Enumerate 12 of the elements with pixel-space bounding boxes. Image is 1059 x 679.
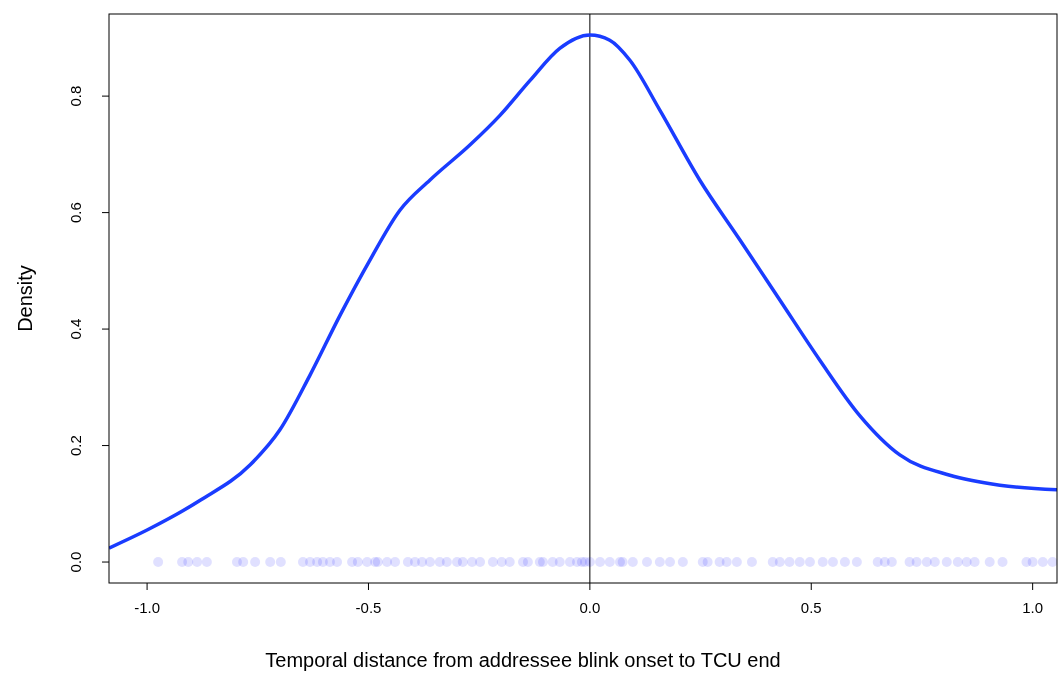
y-tick-label: 0.8 [67,85,84,107]
y-tick-label: 0.4 [67,318,84,340]
y-tick-label: 0.2 [67,435,84,456]
y-tick-label: 0.0 [67,551,84,573]
x-tick-label: -1.0 [134,599,161,616]
x-tick-label: 0.5 [800,599,822,616]
y-axis-title: Density [14,265,36,332]
x-tick-label: 0.0 [579,599,601,616]
y-tick-label: 0.6 [67,202,84,224]
x-tick-label: -0.5 [355,599,382,616]
x-tick-label: 1.0 [1022,599,1044,616]
x-axis-title: Temporal distance from addressee blink onset to TCU end [265,649,781,671]
